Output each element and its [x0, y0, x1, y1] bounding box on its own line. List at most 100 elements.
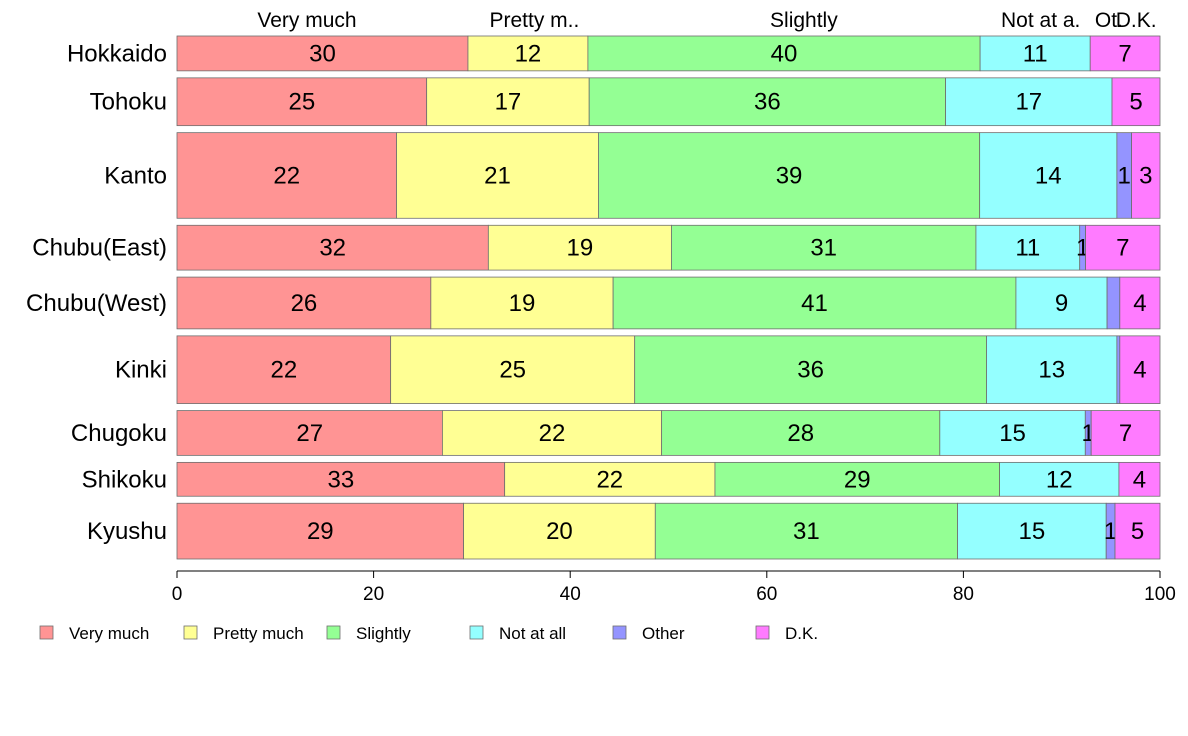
bar-segment-d-k--hokkaido [1089, 35, 1161, 72]
x-tick-label: 20 [363, 584, 384, 605]
legend-swatch [612, 625, 627, 640]
bar-segment-slightly-kinki [634, 335, 987, 404]
value-label: 15 [1019, 518, 1046, 545]
bar-segment-not-at-all-hokkaido [979, 35, 1091, 72]
value-label: 12 [1046, 466, 1073, 493]
value-label: 12 [515, 40, 542, 67]
value-label: 41 [801, 290, 828, 317]
legend-label: Other [642, 624, 685, 643]
value-label: 7 [1119, 420, 1132, 447]
bar-segment-very-much-kinki [176, 335, 392, 404]
bar-segment-d-k--kanto [1131, 132, 1161, 219]
value-label: 7 [1116, 235, 1129, 262]
bar-segment-pretty-much-chubu-east- [487, 224, 672, 271]
bar-segment-pretty-much-kanto [396, 132, 599, 219]
bar-segment-slightly-hokkaido [587, 35, 981, 72]
bar-segment-d-k--chugoku [1090, 410, 1161, 456]
x-tick-label: 60 [756, 584, 777, 605]
row-label: Tohoku [90, 89, 167, 116]
value-label: 22 [596, 466, 623, 493]
value-label: 36 [754, 89, 781, 116]
bar-segment-very-much-chugoku [176, 410, 443, 456]
value-label: 5 [1131, 518, 1144, 545]
row-label: Chugoku [71, 420, 167, 447]
value-label: 7 [1118, 40, 1131, 67]
x-axis: 0 20 40 60 80 100 [172, 570, 1176, 605]
value-label: 25 [499, 357, 526, 384]
value-label: 30 [309, 40, 336, 67]
value-label: 3 [1139, 162, 1152, 189]
value-label: 22 [539, 420, 566, 447]
bar-segment-pretty-much-hokkaido [467, 35, 589, 72]
bar-segment-not-at-all-chubu-east- [975, 224, 1081, 271]
value-label: 33 [327, 466, 354, 493]
legend-label: Pretty much [213, 624, 304, 643]
bar-segment-very-much-hokkaido [176, 35, 469, 72]
bars-group: 30 12 40 11 725 17 36 17 522 21 39 14 1 332 19 31 11 1 726… [176, 35, 1161, 560]
value-label: 31 [793, 518, 820, 545]
row-label: Shikoku [82, 466, 167, 493]
value-label: 29 [844, 466, 871, 493]
bar-segment-d-k--kinki [1119, 335, 1161, 404]
column-header-label: D.K. [1116, 9, 1157, 32]
bar-segment-other-chubu-west- [1106, 276, 1121, 330]
value-label: 19 [509, 290, 536, 317]
bar-segment-pretty-much-chugoku [442, 410, 663, 456]
value-label: 22 [270, 357, 297, 384]
legend: Very much Pretty much Slightly Not at all Ot… [39, 624, 818, 643]
value-label: 14 [1035, 162, 1062, 189]
bar-segment-other-kinki [1116, 335, 1121, 404]
value-label: 21 [484, 162, 511, 189]
value-label: 39 [776, 162, 803, 189]
x-tick-label: 80 [953, 584, 974, 605]
bar-segment-slightly-kyushu [654, 502, 958, 560]
value-label: 1 [1118, 162, 1131, 189]
column-header-label: Ot. [1095, 9, 1123, 32]
bar-segment-pretty-much-kinki [390, 335, 636, 404]
bar-segment-pretty-much-tohoku [426, 77, 590, 127]
value-label: 19 [567, 235, 594, 262]
bar-segment-pretty-much-kyushu [463, 502, 656, 560]
legend-label: Slightly [356, 624, 411, 643]
value-label: 5 [1129, 89, 1142, 116]
legend-swatch [326, 625, 341, 640]
legend-label: Very much [69, 624, 149, 643]
value-label: 25 [288, 89, 315, 116]
value-label: 15 [999, 420, 1026, 447]
bar-segment-d-k--chubu-west- [1119, 276, 1161, 330]
row-labels-group: Hokkaido Tohoku Kanto Chubu(East) Chubu(West… [26, 40, 167, 545]
value-label: 1 [1104, 518, 1117, 545]
bar-segment-d-k--chubu-east- [1085, 224, 1161, 271]
value-label: 26 [291, 290, 318, 317]
value-label: 36 [797, 357, 824, 384]
legend-label: Not at all [499, 624, 566, 643]
value-label: 17 [1015, 89, 1042, 116]
value-label: 11 [1015, 235, 1040, 262]
x-tick-label: 0 [172, 584, 183, 605]
value-label: 40 [771, 40, 798, 67]
bar-segment-d-k--tohoku [1111, 77, 1161, 127]
bar-segment-slightly-chubu-east- [671, 224, 977, 271]
bar-segment-slightly-kanto [598, 132, 981, 219]
bar-segment-d-k--kyushu [1114, 502, 1161, 560]
bar-segment-not-at-all-tohoku [945, 77, 1113, 127]
value-label: 28 [787, 420, 814, 447]
x-tick-label: 40 [560, 584, 581, 605]
value-label: 11 [1023, 40, 1048, 67]
x-tick-label: 100 [1144, 584, 1176, 605]
value-label: 4 [1133, 290, 1146, 317]
value-label: 22 [273, 162, 300, 189]
value-label: 4 [1133, 357, 1146, 384]
legend-swatch [469, 625, 484, 640]
legend-label: D.K. [785, 624, 818, 643]
column-labels-group: Very much Pretty m.. Slightly Not at a. Ot.D… [257, 9, 1156, 32]
legend-swatch [755, 625, 770, 640]
bar-segment-very-much-shikoku [176, 461, 506, 497]
bar-segment-very-much-chubu-west- [176, 276, 432, 330]
row-label: Chubu(East) [32, 235, 167, 262]
bar-segment-very-much-chubu-east- [176, 224, 489, 271]
value-label: 20 [546, 518, 573, 545]
row-label: Hokkaido [67, 40, 167, 67]
bar-segment-not-at-all-kanto [979, 132, 1118, 219]
